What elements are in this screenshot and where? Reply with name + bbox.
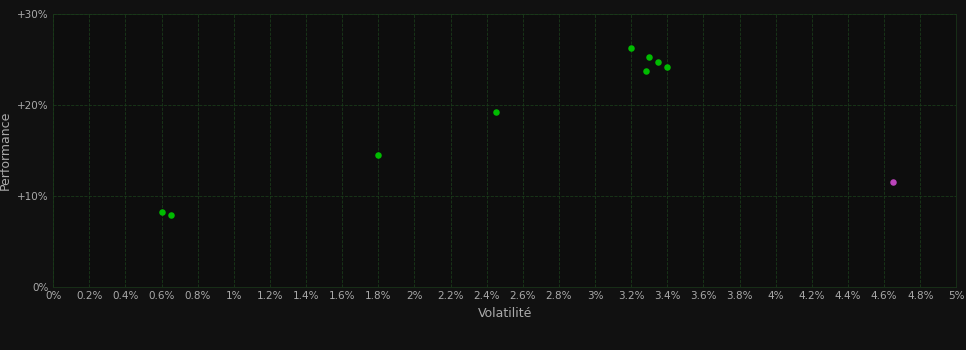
Point xyxy=(488,110,503,115)
Point xyxy=(660,64,675,70)
Point xyxy=(638,69,653,74)
Point xyxy=(650,60,666,65)
Point xyxy=(641,54,657,60)
Y-axis label: Performance: Performance xyxy=(0,111,12,190)
Point xyxy=(623,45,639,50)
Point xyxy=(371,152,386,158)
Point xyxy=(163,212,179,218)
X-axis label: Volatilité: Volatilité xyxy=(477,307,532,320)
Point xyxy=(886,180,901,185)
Point xyxy=(154,210,169,215)
